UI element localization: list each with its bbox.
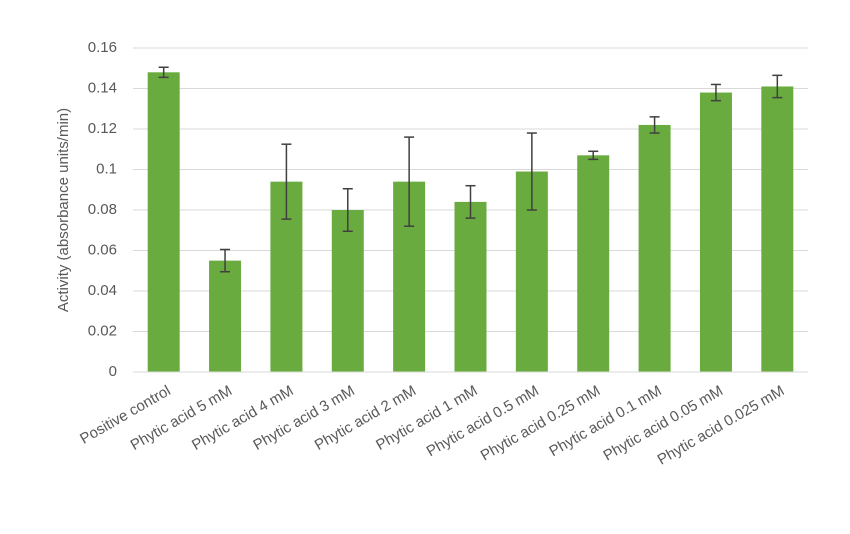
y-tick-label: 0.08 [88, 201, 117, 218]
bar [147, 72, 180, 373]
y-tick-label: 0 [109, 363, 117, 380]
y-tick-label: 0.02 [88, 322, 117, 339]
bar [577, 155, 610, 372]
y-tick-label: 0.06 [88, 241, 117, 258]
x-tick-label: Phytic acid 5 mM [128, 382, 235, 454]
y-tick-label: 0.04 [88, 282, 117, 299]
bar [209, 260, 242, 372]
bar [761, 86, 794, 372]
bar [454, 201, 487, 372]
y-tick-label: 0.12 [88, 120, 117, 137]
x-tick-label: Phytic acid 4 mM [189, 382, 296, 454]
y-axis-title: Activity (absorbance units/min) [55, 108, 72, 312]
bar [331, 210, 364, 372]
bar [638, 124, 671, 372]
y-tick-label: 0.14 [88, 79, 117, 96]
bar [699, 92, 732, 373]
x-tick-label: Phytic acid 3 mM [250, 382, 357, 454]
x-tick-label: Phytic acid 2 mM [312, 382, 419, 454]
y-tick-label: 0.1 [96, 160, 117, 177]
y-tick-label: 0.16 [88, 39, 117, 56]
